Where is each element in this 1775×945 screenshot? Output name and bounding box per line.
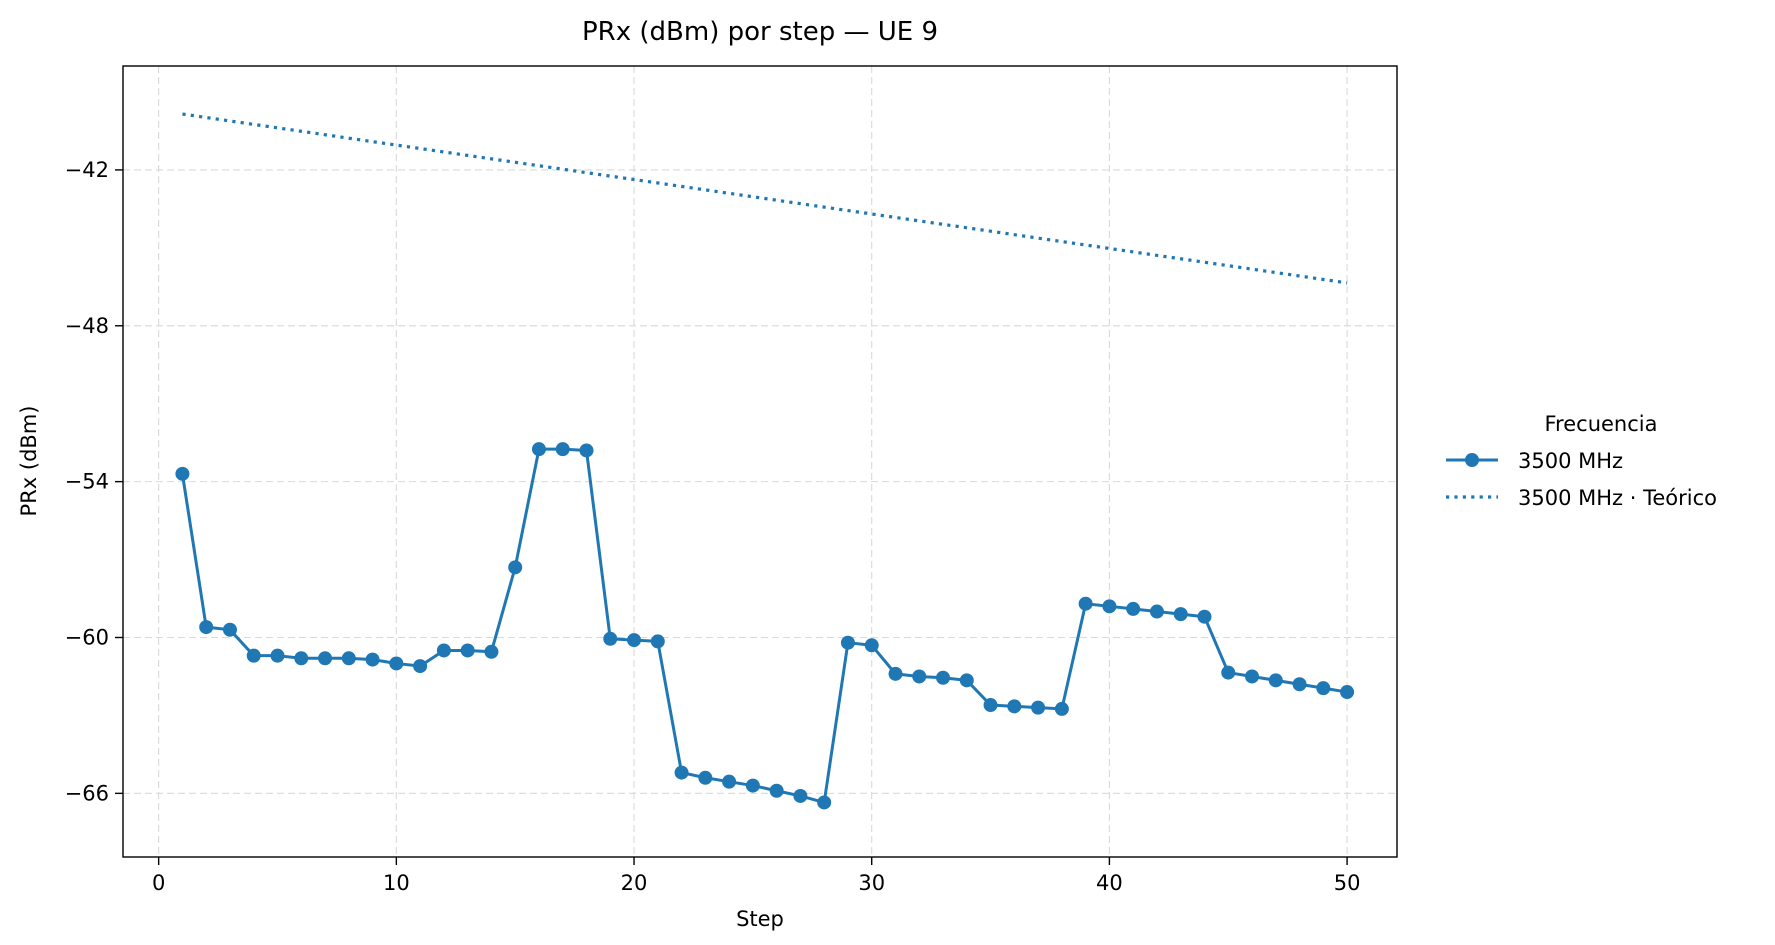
data-point — [769, 783, 784, 798]
y-tick-label: −60 — [65, 625, 109, 649]
data-point — [1173, 607, 1188, 622]
data-point — [1102, 599, 1117, 614]
data-point — [888, 666, 903, 681]
data-point — [318, 651, 333, 666]
grid-layer — [123, 66, 1397, 857]
y-tick-label: −66 — [65, 781, 109, 805]
data-point — [959, 673, 974, 688]
data-point — [1221, 665, 1236, 680]
legend-title: Frecuencia — [1545, 412, 1658, 436]
plot-frame — [122, 65, 1398, 858]
x-tick-label: 0 — [152, 871, 165, 895]
data-point — [912, 669, 927, 684]
data-point — [555, 442, 570, 457]
data-point — [1197, 609, 1212, 624]
data-point — [579, 443, 594, 458]
x-tick-label: 10 — [383, 871, 410, 895]
data-point — [674, 765, 689, 780]
data-point — [175, 466, 190, 481]
data-point — [389, 656, 404, 671]
data-point — [1245, 669, 1260, 684]
data-point — [460, 643, 475, 658]
x-tick-label: 50 — [1334, 871, 1361, 895]
data-point — [484, 644, 499, 659]
series-line-teorico — [182, 112, 1348, 285]
data-point — [1149, 604, 1164, 619]
data-point — [936, 670, 951, 685]
series-layer — [175, 112, 1355, 810]
x-tick-label: 40 — [1096, 871, 1123, 895]
data-point — [199, 620, 214, 635]
data-point — [1054, 701, 1069, 716]
y-axis-label: PRx (dBm) — [17, 406, 41, 517]
data-point — [1340, 685, 1355, 700]
data-point — [722, 774, 737, 789]
data-point — [1268, 673, 1283, 688]
data-point — [745, 778, 760, 793]
data-point — [222, 622, 237, 637]
data-point — [983, 698, 998, 713]
legend-label-teorico: 3500 MHz · Teórico — [1518, 486, 1717, 510]
data-point — [1316, 681, 1331, 696]
data-point — [1007, 699, 1022, 714]
data-point — [1078, 596, 1093, 611]
x-axis-label: Step — [736, 907, 784, 931]
legend: Frecuencia 3500 MHz 3500 MHz · Teórico — [1446, 412, 1717, 510]
tick-layer: 0 10 20 30 40 50 −66 −60 −54 −48 −42 — [65, 158, 1361, 895]
data-point — [864, 638, 879, 653]
legend-marker-3500mhz — [1465, 453, 1479, 467]
data-point — [603, 631, 618, 646]
data-point — [1126, 601, 1141, 616]
x-tick-label: 20 — [621, 871, 648, 895]
data-point — [1031, 700, 1046, 715]
y-tick-label: −54 — [65, 470, 109, 494]
data-point — [436, 643, 451, 658]
data-point — [246, 648, 261, 663]
data-point — [1292, 677, 1307, 692]
chart-title: PRx (dBm) por step — UE 9 — [582, 17, 938, 47]
data-point — [508, 560, 523, 575]
data-point — [698, 770, 713, 785]
y-tick-label: −48 — [65, 314, 109, 338]
data-point — [294, 651, 309, 666]
x-tick-label: 30 — [858, 871, 885, 895]
data-point — [793, 788, 808, 803]
data-point — [650, 634, 665, 649]
data-point — [840, 635, 855, 650]
data-point — [341, 651, 356, 666]
data-point — [531, 442, 546, 457]
legend-label-3500mhz: 3500 MHz — [1518, 449, 1623, 473]
data-point — [413, 659, 428, 674]
data-point — [627, 633, 642, 648]
data-point — [365, 652, 380, 667]
data-point — [270, 648, 285, 663]
data-point — [817, 795, 832, 810]
y-tick-label: −42 — [65, 158, 109, 182]
